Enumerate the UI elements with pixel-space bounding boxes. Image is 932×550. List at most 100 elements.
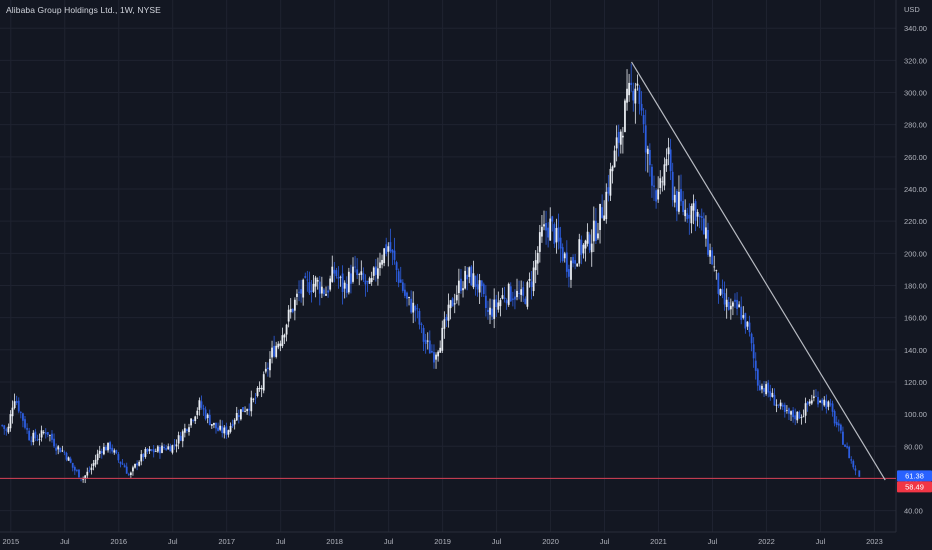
candle-body [208, 414, 211, 425]
candle-body [302, 279, 305, 298]
candle-body [489, 307, 491, 315]
candle-body [717, 273, 720, 294]
candle-body [115, 450, 118, 454]
candle-body [67, 457, 70, 461]
candle-body [250, 397, 253, 412]
y-tick-label: 340.00 [904, 24, 927, 33]
candle-body [767, 382, 770, 393]
candle-body [366, 281, 369, 282]
candle-body [470, 266, 473, 286]
candle-body [119, 461, 122, 464]
candle-body [702, 218, 705, 235]
candle-body [383, 248, 386, 264]
candle-body [362, 273, 365, 280]
candle-body [630, 82, 633, 86]
candle-body [684, 209, 687, 217]
candle-body [563, 253, 566, 259]
candle-body [771, 392, 774, 397]
candle-body [397, 271, 400, 283]
candle-body [518, 292, 520, 294]
candle-body [198, 400, 201, 410]
candle-body [26, 428, 28, 430]
candle-body [673, 194, 676, 203]
candle-body [291, 308, 294, 312]
candle-body [557, 227, 560, 242]
candle-body [491, 308, 493, 317]
candle-body [293, 299, 296, 311]
candle-body [613, 150, 616, 168]
candle-body [669, 149, 672, 172]
candle-body [839, 424, 842, 431]
candle-body [561, 247, 564, 261]
candle-body [493, 299, 496, 319]
candle-body [316, 280, 319, 282]
line-price-label: 58.49 [905, 482, 924, 491]
x-tick-label: Jul [168, 537, 178, 546]
candle-body [308, 282, 311, 294]
candle-body [532, 267, 535, 292]
candle-body [231, 423, 234, 427]
candle-body [509, 286, 512, 302]
candle-body [233, 419, 236, 425]
candle-body [680, 189, 682, 202]
candle-body [601, 207, 604, 218]
candle-body [86, 471, 89, 476]
candle-body [391, 249, 394, 253]
candle-body [237, 415, 240, 418]
candle-body [15, 401, 18, 403]
candle-body [206, 414, 209, 419]
symbol-title[interactable]: Alibaba Group Holdings Ltd., 1W, NYSE [6, 5, 161, 15]
candle-body [773, 394, 776, 406]
candle-body [202, 408, 205, 410]
candle-body [183, 428, 186, 433]
candle-body [377, 268, 379, 279]
candle-body [698, 215, 701, 218]
candle-body [584, 240, 587, 249]
candle-body [812, 396, 815, 399]
candle-body [468, 267, 471, 277]
candle-body [779, 402, 782, 407]
candle-body [30, 440, 33, 442]
candle-body [663, 164, 666, 186]
candle-body [700, 216, 703, 219]
candle-body [84, 475, 87, 480]
candle-body [273, 345, 276, 357]
candle-body [381, 259, 383, 265]
candle-body [325, 293, 327, 296]
candle-body [96, 453, 99, 461]
candle-body [177, 435, 180, 444]
candle-body [244, 410, 246, 412]
x-tick-label: 2023 [866, 537, 883, 546]
candle-body [235, 412, 238, 421]
candle-body [607, 187, 610, 194]
candle-body [823, 399, 826, 406]
candle-body [242, 407, 244, 412]
candle-body [634, 88, 637, 104]
candle-body [750, 333, 753, 344]
candle-body [227, 430, 230, 435]
x-tick-label: 2015 [2, 537, 19, 546]
candle-body [46, 431, 49, 435]
candle-body [337, 276, 340, 279]
candle-body [318, 281, 321, 294]
candle-body [395, 262, 398, 271]
candle-body [705, 227, 707, 239]
candle-body [829, 403, 832, 405]
candle-body [732, 302, 734, 307]
candle-body [736, 299, 738, 309]
candle-body [179, 435, 182, 441]
candle-body [555, 228, 558, 243]
candle-body [196, 410, 199, 416]
candle-body [117, 454, 120, 461]
candle-body [628, 82, 631, 96]
candle-body [655, 190, 657, 202]
candle-body [478, 280, 481, 293]
candle-body [406, 292, 408, 299]
candle-body [146, 448, 149, 452]
candle-body [437, 351, 440, 357]
candle-body [644, 125, 647, 153]
candle-body [171, 445, 174, 453]
candle-body [810, 400, 813, 404]
candle-body [603, 215, 606, 221]
